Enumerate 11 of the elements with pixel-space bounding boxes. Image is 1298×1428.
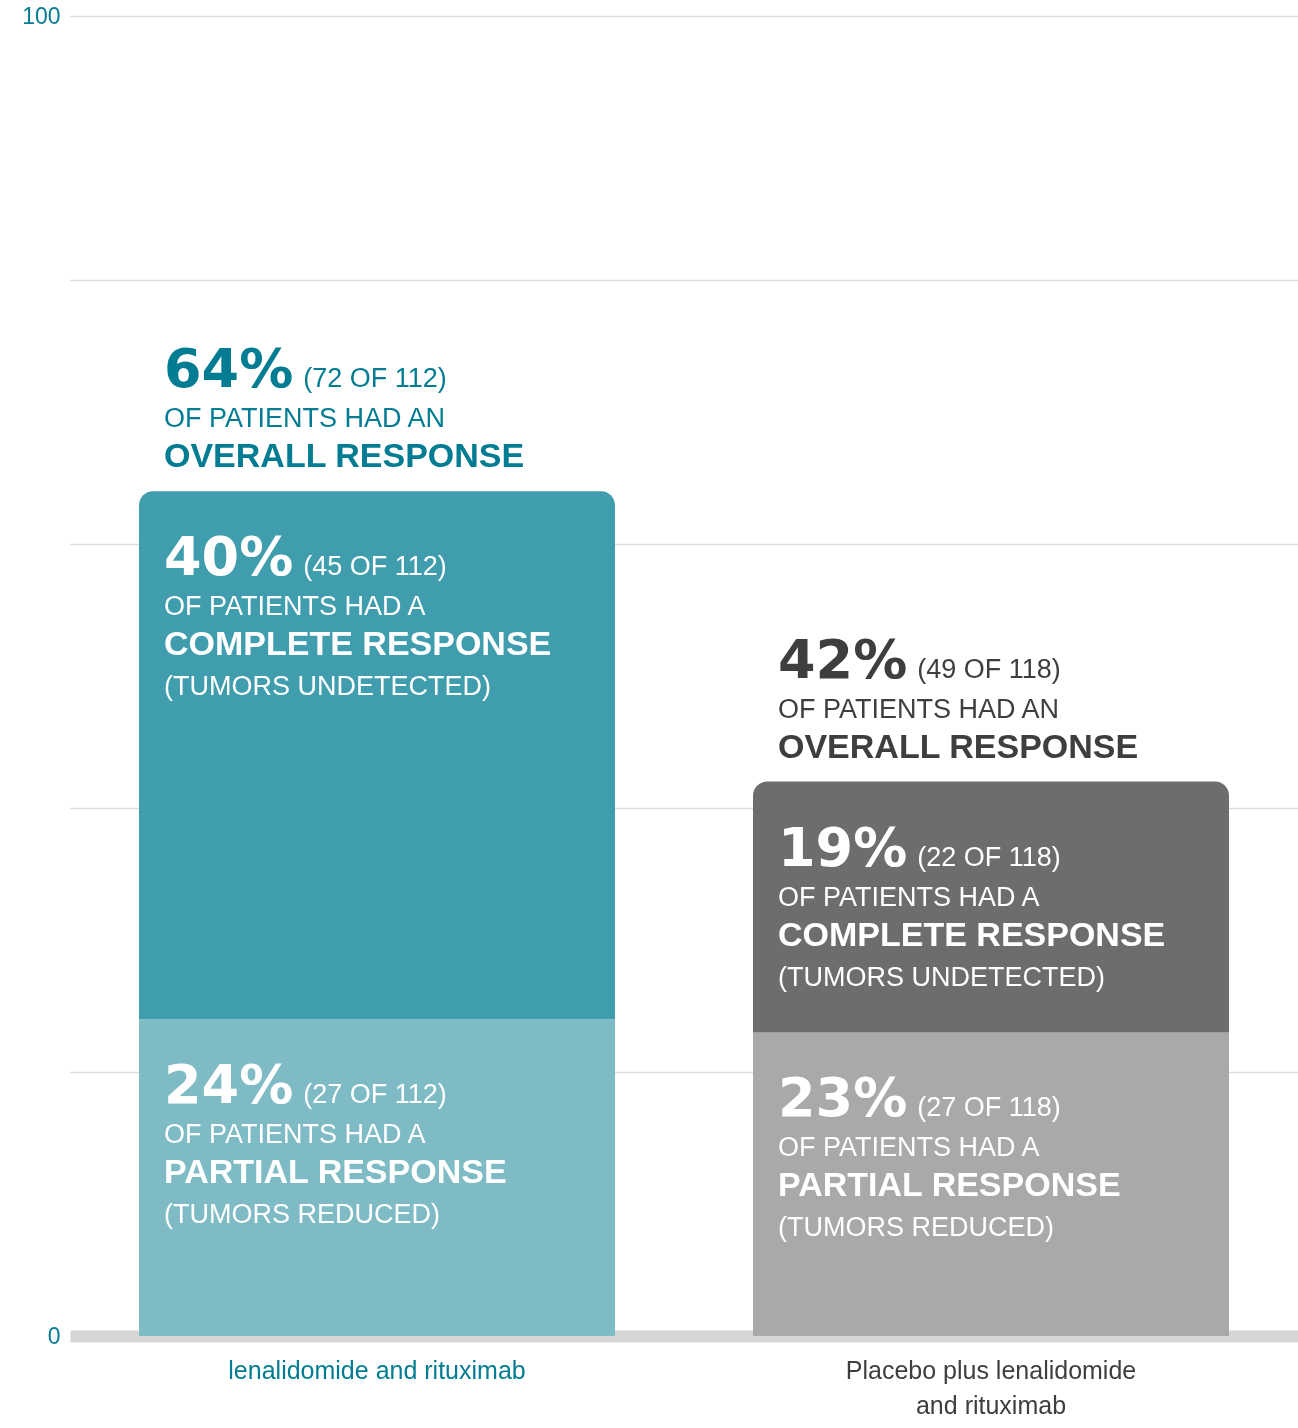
total-label: 42% (49 OF 118) OF PATIENTS HAD AN OVERALL RESPONSE (778, 627, 1139, 765)
bar (139, 491, 615, 1020)
y-tick-label: 100 (22, 2, 61, 29)
data-label: 23% (27 OF 118) OF PATIENTS HAD A PARTIAL RESPONSE (TUMORS REDUCED) (778, 1066, 1121, 1243)
x-tick-label: Placebo plus lenalidomide and rituximab (845, 1355, 1137, 1419)
data-label: 40% (45 OF 112) OF PATIENTS HAD A COMPLETE RESPONSE (TUMORS UNDETECTED) (164, 525, 552, 702)
data-label: 24% (27 OF 112) OF PATIENTS HAD A PARTIAL RESPONSE (TUMORS REDUCED) (164, 1053, 507, 1230)
y-tick-label: 0 (47, 1322, 61, 1349)
x-tick-label: lenalidomide and rituximab (228, 1355, 526, 1384)
data-label: 19% (22 OF 118) OF PATIENTS HAD A COMPLETE RESPONSE (TUMORS UNDETECTED) (778, 815, 1166, 992)
total-label: 64% (72 OF 112) OF PATIENTS HAD AN OVERALL RESPONSE (164, 337, 525, 475)
